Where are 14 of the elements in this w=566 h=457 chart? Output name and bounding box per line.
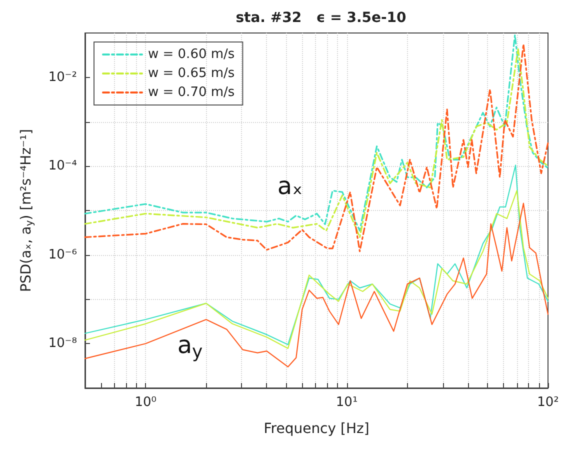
legend-label: w = 0.65 m/s: [148, 66, 235, 81]
y-tick-label: 10⁻⁶: [48, 247, 77, 262]
x-axis-title: Frequency [Hz]: [264, 421, 370, 437]
x-tick-label: 10²: [537, 395, 559, 410]
y-tick-label: 10⁻²: [48, 70, 77, 85]
y-axis-title: PSD(aₓ, ay) [m²s⁻⁴Hz⁻¹]: [18, 128, 36, 292]
x-tick-label: 10⁰: [134, 395, 156, 410]
y-tick-label: 10⁻⁴: [48, 158, 77, 174]
annotation: aₓ: [277, 172, 303, 200]
x-tick-label: 10¹: [336, 395, 358, 410]
legend-label: w = 0.60 m/s: [148, 47, 235, 62]
chart-title: sta. #32 ϵ = 3.5e-10: [236, 10, 407, 26]
y-tick-label: 10⁻⁸: [48, 336, 77, 352]
legend-label: w = 0.70 m/s: [148, 85, 235, 100]
